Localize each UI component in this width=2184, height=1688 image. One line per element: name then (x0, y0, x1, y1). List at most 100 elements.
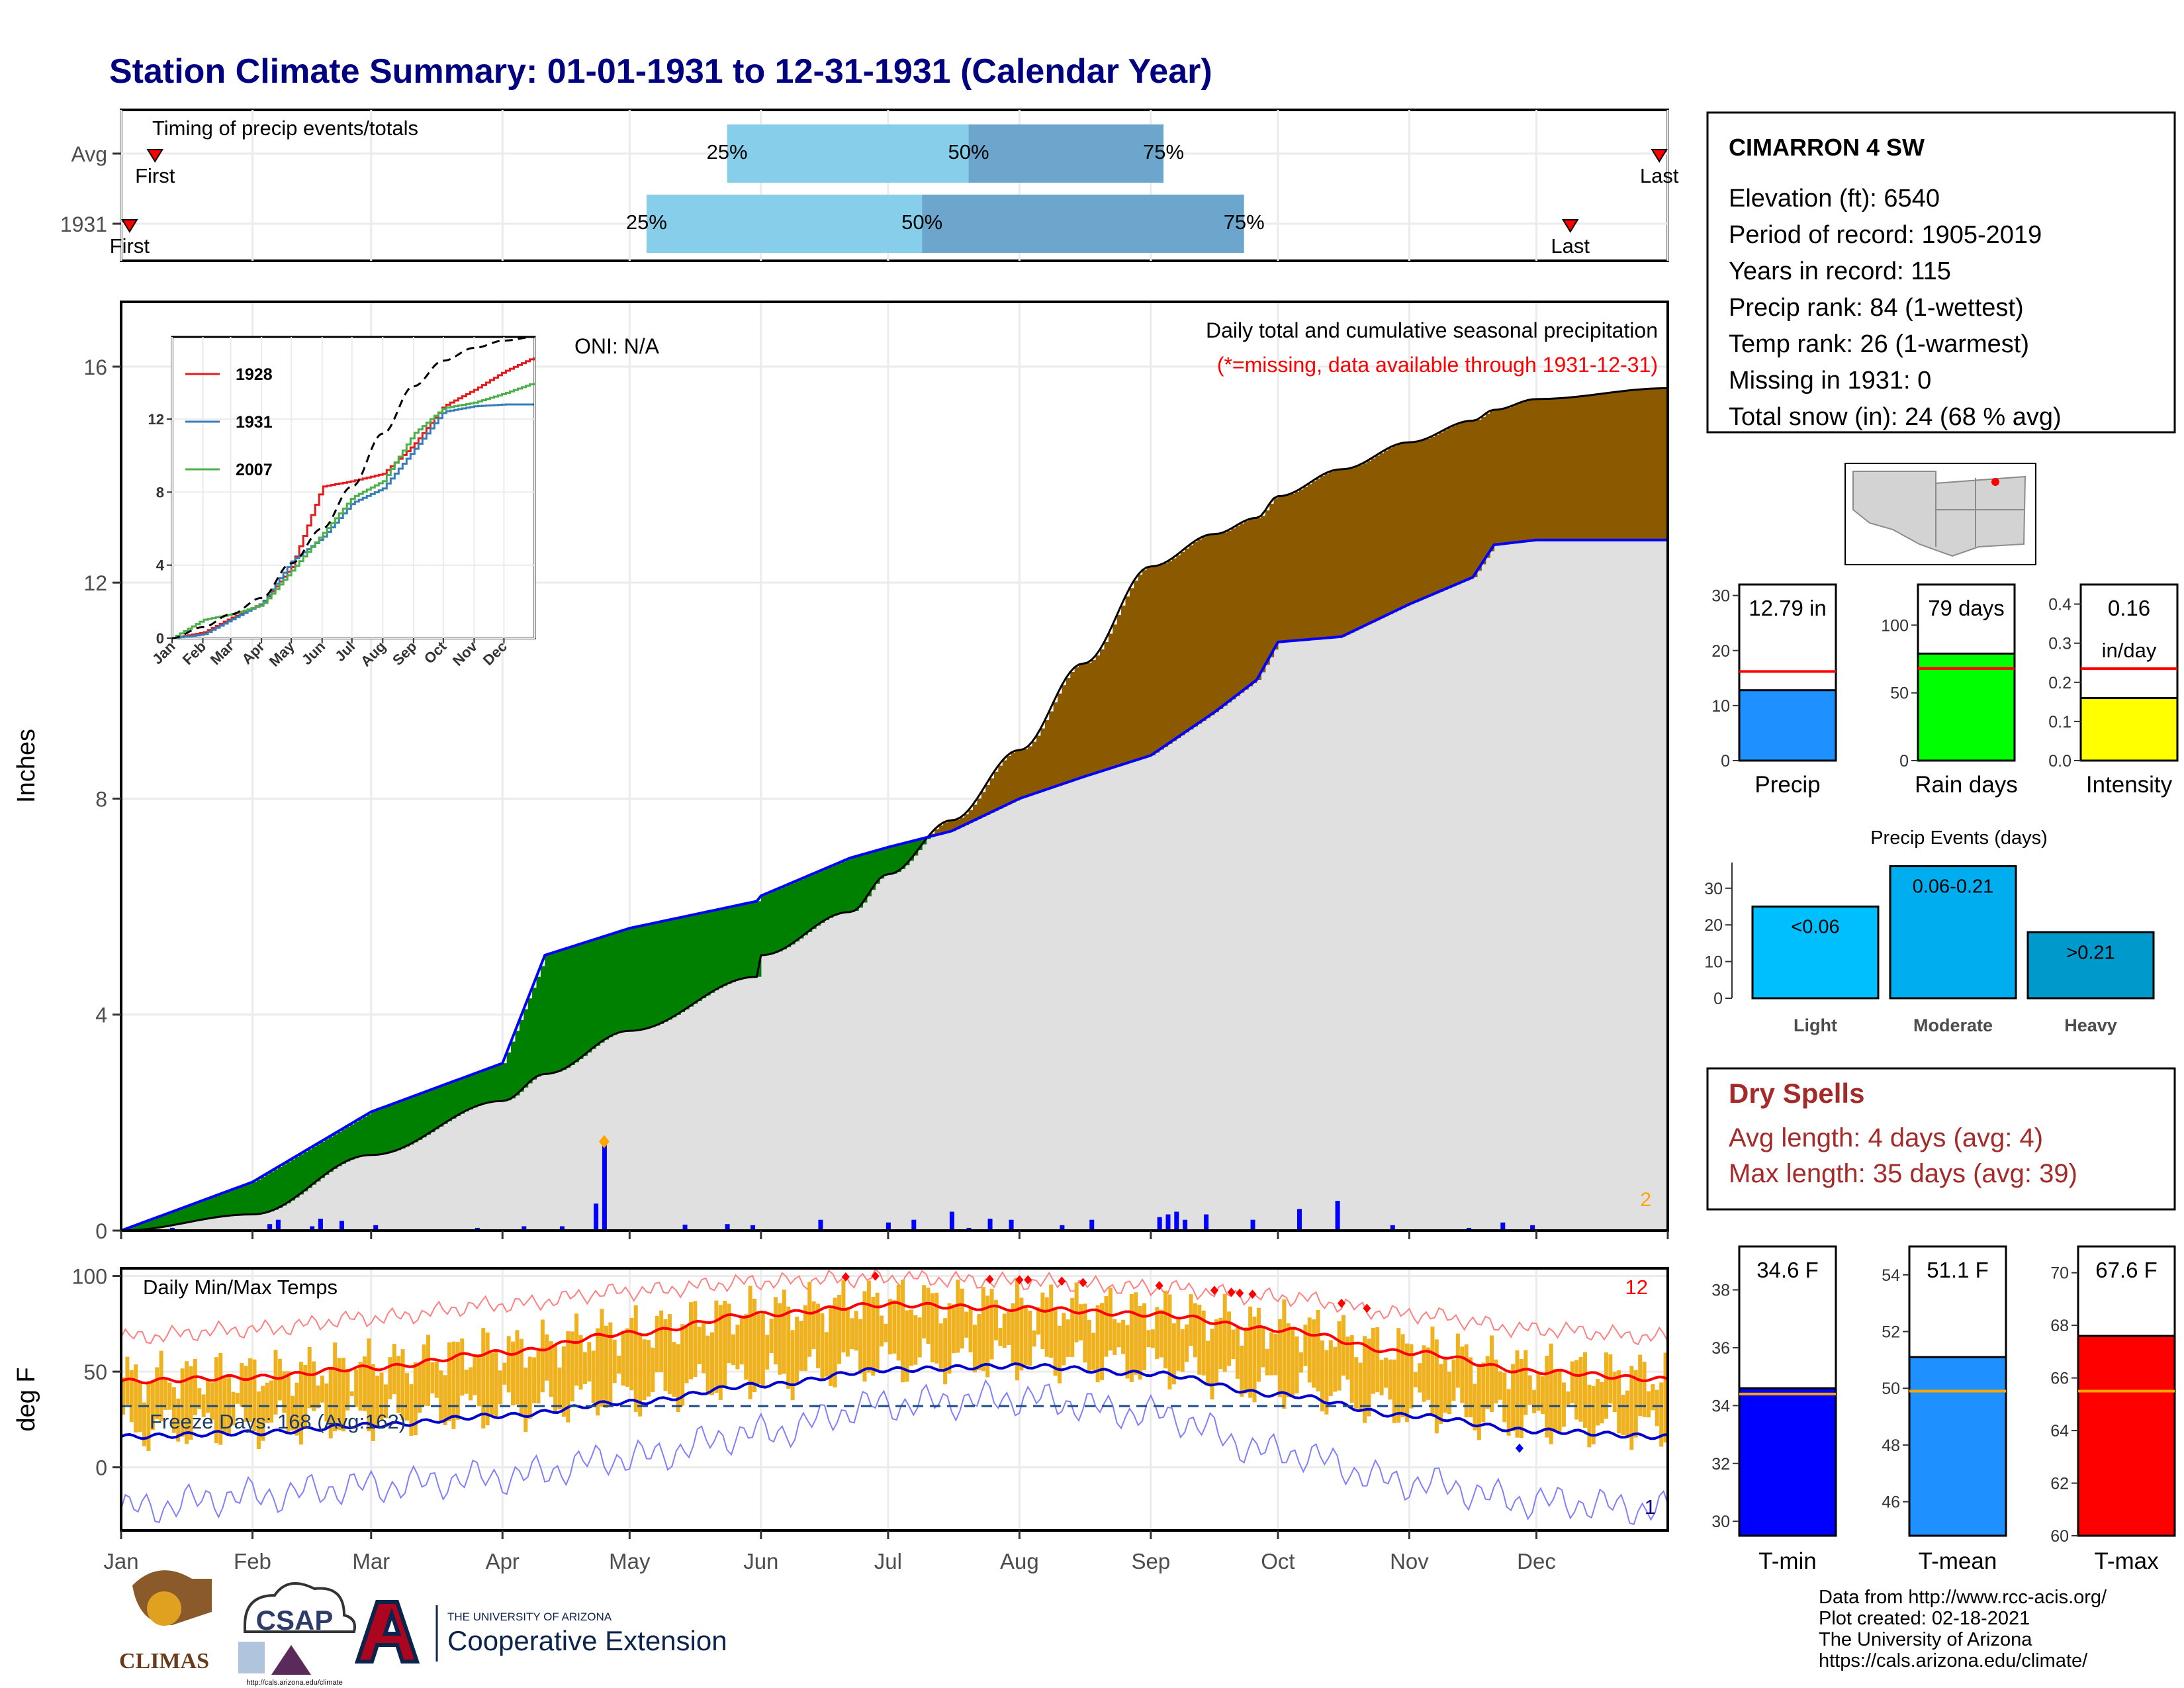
summary-bar-tick-label: 100 (1881, 616, 1909, 635)
daily-temp-bar (1231, 1329, 1236, 1360)
daily-precip-bar (1009, 1219, 1014, 1231)
timing-q75-label: 75% (1224, 211, 1265, 234)
daily-temp-bar (807, 1282, 812, 1357)
daily-temp-bar (1256, 1307, 1261, 1382)
daily-temp-bar (129, 1370, 134, 1423)
daily-temp-bar (1134, 1292, 1138, 1375)
above-normal-slice (659, 921, 664, 1024)
daily-temp-bar (786, 1306, 791, 1389)
below-normal-slice (943, 822, 948, 833)
below-normal-slice (1040, 728, 1046, 792)
below-normal-slice (1079, 664, 1084, 778)
precip-event-bar-label: <0.06 (1791, 916, 1839, 937)
timing-rows: Avg 25% 50% 75% First Last 1931 25% 50% 75% First L… (60, 124, 1679, 258)
summary-bar (1917, 652, 2016, 762)
daily-temp-bar (286, 1371, 291, 1432)
below-normal-slice (1167, 561, 1173, 744)
temp-panel-border (120, 1267, 1669, 1532)
daily-temp-bar (502, 1362, 507, 1385)
above-normal-slice (291, 1159, 296, 1201)
daily-temp-bar (1553, 1368, 1558, 1432)
above-normal-slice (651, 923, 656, 1027)
daily-temp-bar (1545, 1356, 1549, 1438)
daily-temp-bar (1312, 1319, 1316, 1388)
daily-temp-bar (1587, 1384, 1592, 1448)
daily-temp-bar (240, 1362, 244, 1407)
above-normal-slice (811, 874, 817, 929)
daily-temp-bar (1349, 1335, 1354, 1403)
daily-temp-bar (455, 1342, 460, 1420)
above-normal-slice (663, 921, 668, 1022)
above-normal-slice (795, 881, 800, 942)
above-normal-slice (557, 951, 563, 1072)
daily-temp-bar (1379, 1360, 1384, 1395)
record-low-marker (1515, 1443, 1524, 1453)
daily-temp-bar (1629, 1366, 1634, 1450)
above-normal-slice (769, 892, 774, 955)
above-normal-slice (379, 1108, 385, 1154)
summary-bar-tick-label: 0.1 (2048, 713, 2071, 731)
above-normal-slice (705, 912, 711, 996)
daily-temp-bar (845, 1307, 850, 1357)
below-normal-slice (1519, 402, 1524, 542)
daily-temp-bar (672, 1342, 676, 1397)
university-of-arizona-logo: THE UNIVERSITY OF ARIZONA Cooperative Ex… (354, 1600, 727, 1664)
above-normal-slice (252, 1182, 257, 1215)
above-normal-slice (400, 1100, 406, 1149)
below-normal-slice (1159, 565, 1164, 750)
below-normal-slice (1345, 469, 1351, 635)
below-normal-slice (1469, 420, 1474, 579)
above-normal-slice (227, 1191, 232, 1216)
daily-temp-bar (901, 1280, 905, 1383)
below-normal-slice (1231, 528, 1236, 700)
daily-temp-bar (1070, 1297, 1075, 1357)
daily-temp-bar (943, 1318, 948, 1385)
temp-summary-tick-label: 64 (2050, 1422, 2069, 1440)
below-normal-slice (1244, 521, 1249, 690)
above-normal-slice (735, 906, 741, 981)
daily-temp-bar (693, 1301, 698, 1378)
daily-temp-bar (1176, 1319, 1181, 1371)
oni-label: ONI: N/A (574, 334, 660, 358)
daily-temp-bar (1032, 1330, 1036, 1347)
above-normal-slice (532, 987, 537, 1080)
below-normal-slice (1044, 720, 1050, 790)
daily-temp-bar (871, 1296, 876, 1376)
month-axis: Jan Feb Mar Apr May Jun Jul Aug Sep Oct Nov Dec (103, 1530, 1556, 1573)
daily-temp-bar (1434, 1339, 1439, 1434)
above-normal-slice (185, 1207, 190, 1223)
above-normal-slice (138, 1224, 143, 1231)
daily-temp-bar (1337, 1321, 1342, 1391)
above-normal-slice (799, 879, 804, 939)
station-line: Total snow (in): 24 (68 % avg) (1729, 403, 2062, 431)
daily-temp-bar (625, 1328, 629, 1387)
daily-temp-bar (1269, 1332, 1274, 1376)
below-normal-slice (1091, 659, 1097, 774)
below-normal-slice (1189, 545, 1194, 730)
above-normal-slice (244, 1185, 249, 1215)
above-normal-slice (739, 904, 745, 980)
above-normal-slice (841, 861, 846, 914)
daily-temp-bar (367, 1338, 371, 1432)
daily-temp-bar (176, 1398, 181, 1442)
above-normal-slice (570, 947, 575, 1065)
record-high-marker (1210, 1286, 1218, 1295)
daily-temp-bar (1540, 1376, 1545, 1415)
daily-temp-bar (1358, 1362, 1363, 1410)
below-normal-slice (1553, 399, 1559, 540)
below-normal-slice (985, 785, 991, 815)
daily-temp-bar (977, 1314, 981, 1370)
csap-url: http://cals.arizona.edu/climate (246, 1679, 343, 1687)
below-normal-slice (1036, 735, 1041, 793)
record-high-marker (841, 1272, 850, 1282)
below-normal-slice (1612, 392, 1617, 540)
inset-y-tick-label: 8 (156, 484, 164, 500)
timing-title: Timing of precip events/totals (152, 117, 418, 140)
above-normal-slice (702, 913, 707, 998)
above-normal-slice (307, 1149, 312, 1188)
below-normal-slice (972, 804, 978, 821)
precip-y-tick-label: 12 (83, 571, 107, 595)
temp-summary-tick-label: 34 (1711, 1397, 1730, 1415)
daily-temp-bar (989, 1288, 994, 1360)
daily-temp-bar (324, 1383, 329, 1422)
